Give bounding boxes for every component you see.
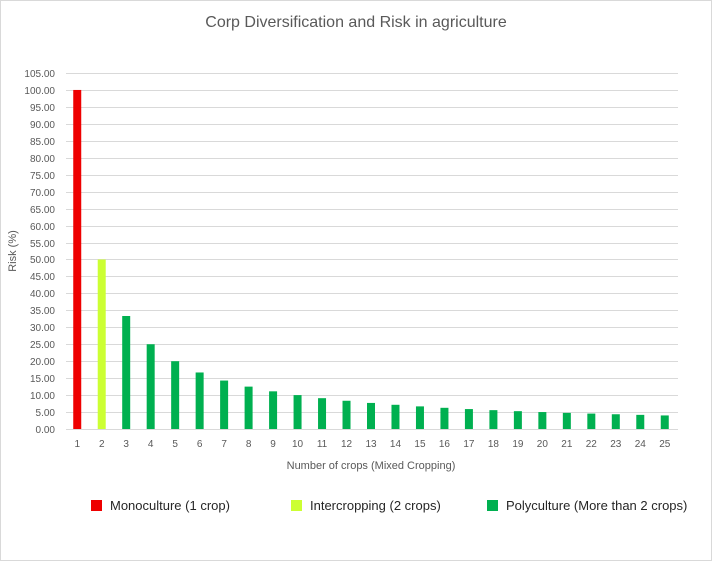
bar-2 [97, 259, 106, 429]
bar-9 [269, 391, 278, 429]
y-tick-label: 50.00 [30, 255, 55, 266]
x-tick-label: 17 [463, 439, 475, 450]
y-tick-label: 55.00 [30, 239, 55, 250]
bar-15 [415, 406, 424, 429]
y-tick-label: 100.00 [24, 86, 55, 97]
bar-14 [391, 404, 400, 429]
x-tick-label: 25 [659, 439, 671, 450]
legend-swatch [91, 500, 102, 511]
bar-1 [73, 89, 82, 429]
x-tick-label: 23 [610, 439, 622, 450]
x-tick-label: 24 [635, 439, 647, 450]
bar-7 [220, 380, 229, 429]
bar-20 [538, 412, 547, 429]
y-tick-label: 80.00 [30, 154, 55, 165]
bar-24 [636, 414, 645, 429]
legend-swatch [291, 500, 302, 511]
bar-11 [318, 398, 327, 429]
bar-5 [171, 361, 180, 429]
y-tick-label: 85.00 [30, 137, 55, 148]
x-tick-label: 22 [586, 439, 598, 450]
x-tick-label: 1 [74, 439, 80, 450]
chart-title: Corp Diversification and Risk in agricul… [205, 14, 507, 31]
x-tick-label: 21 [561, 439, 573, 450]
x-tick-label: 3 [123, 439, 129, 450]
bar-3 [122, 315, 131, 429]
y-tick-label: 65.00 [30, 205, 55, 216]
y-tick-label: 20.00 [30, 357, 55, 368]
y-tick-label: 30.00 [30, 323, 55, 334]
bar-16 [440, 407, 449, 429]
y-tick-label: 40.00 [30, 289, 55, 300]
y-tick-label: 35.00 [30, 306, 55, 317]
bar-12 [342, 400, 351, 429]
bar-25 [660, 415, 669, 429]
y-tick-label: 25.00 [30, 340, 55, 351]
legend: Monoculture (1 crop) Intercropping (2 cro… [91, 498, 687, 513]
bar-19 [513, 411, 522, 429]
y-axis-label: Risk (%) [7, 230, 19, 272]
y-tick-label: 5.00 [36, 408, 56, 419]
bar-17 [464, 409, 473, 429]
x-tick-label: 11 [317, 439, 328, 450]
legend-swatch [487, 500, 498, 511]
legend-label: Intercropping (2 crops) [310, 498, 441, 513]
legend-label: Monoculture (1 crop) [110, 498, 230, 513]
y-tick-label: 75.00 [30, 171, 55, 182]
bar-8 [244, 386, 253, 429]
y-tick-label: 105.00 [24, 69, 55, 80]
bar-18 [489, 410, 498, 429]
y-tick-label: 15.00 [30, 374, 55, 385]
legend-label: Polyculture (More than 2 crops) [506, 498, 687, 513]
x-tick-label: 4 [148, 439, 154, 450]
bar-10 [293, 395, 302, 429]
x-tick-label: 5 [172, 439, 178, 450]
x-tick-label: 12 [341, 439, 353, 450]
y-tick-label: 95.00 [30, 103, 55, 114]
x-tick-label: 15 [414, 439, 426, 450]
bar-13 [367, 402, 375, 429]
y-axis-ticks: 0.00 5.00 10.00 15.00 20.00 25.00 30.00 35.00 40… [24, 69, 55, 436]
x-tick-label: 6 [197, 439, 203, 450]
y-tick-label: 70.00 [30, 188, 55, 199]
x-tick-label: 14 [390, 439, 402, 450]
bar-4 [146, 344, 155, 429]
bar-22 [587, 413, 596, 429]
x-tick-label: 18 [488, 439, 500, 450]
bar-23 [611, 414, 620, 429]
x-tick-label: 9 [270, 439, 276, 450]
x-tick-label: 19 [512, 439, 524, 450]
y-tick-label: 10.00 [30, 391, 55, 402]
gridlines [66, 73, 678, 430]
bar-21 [562, 412, 571, 429]
x-tick-label: 10 [292, 439, 304, 450]
bars [73, 89, 669, 429]
x-tick-label: 13 [365, 439, 377, 450]
x-axis-label: Number of crops (Mixed Cropping) [287, 460, 456, 472]
y-tick-label: 60.00 [30, 222, 55, 233]
x-axis-ticks: 1 2 3 4 5 6 7 8 9 10 11 12 13 14 15 16 17 18 19 20 21 22 23 24 2… [74, 439, 670, 450]
x-tick-label: 8 [246, 439, 252, 450]
x-tick-label: 2 [99, 439, 105, 450]
bar-6 [195, 372, 204, 429]
x-tick-label: 7 [221, 439, 227, 450]
x-tick-label: 16 [439, 439, 451, 450]
x-tick-label: 20 [537, 439, 549, 450]
y-tick-label: 45.00 [30, 272, 55, 283]
y-tick-label: 90.00 [30, 120, 55, 131]
y-tick-label: 0.00 [36, 425, 56, 436]
